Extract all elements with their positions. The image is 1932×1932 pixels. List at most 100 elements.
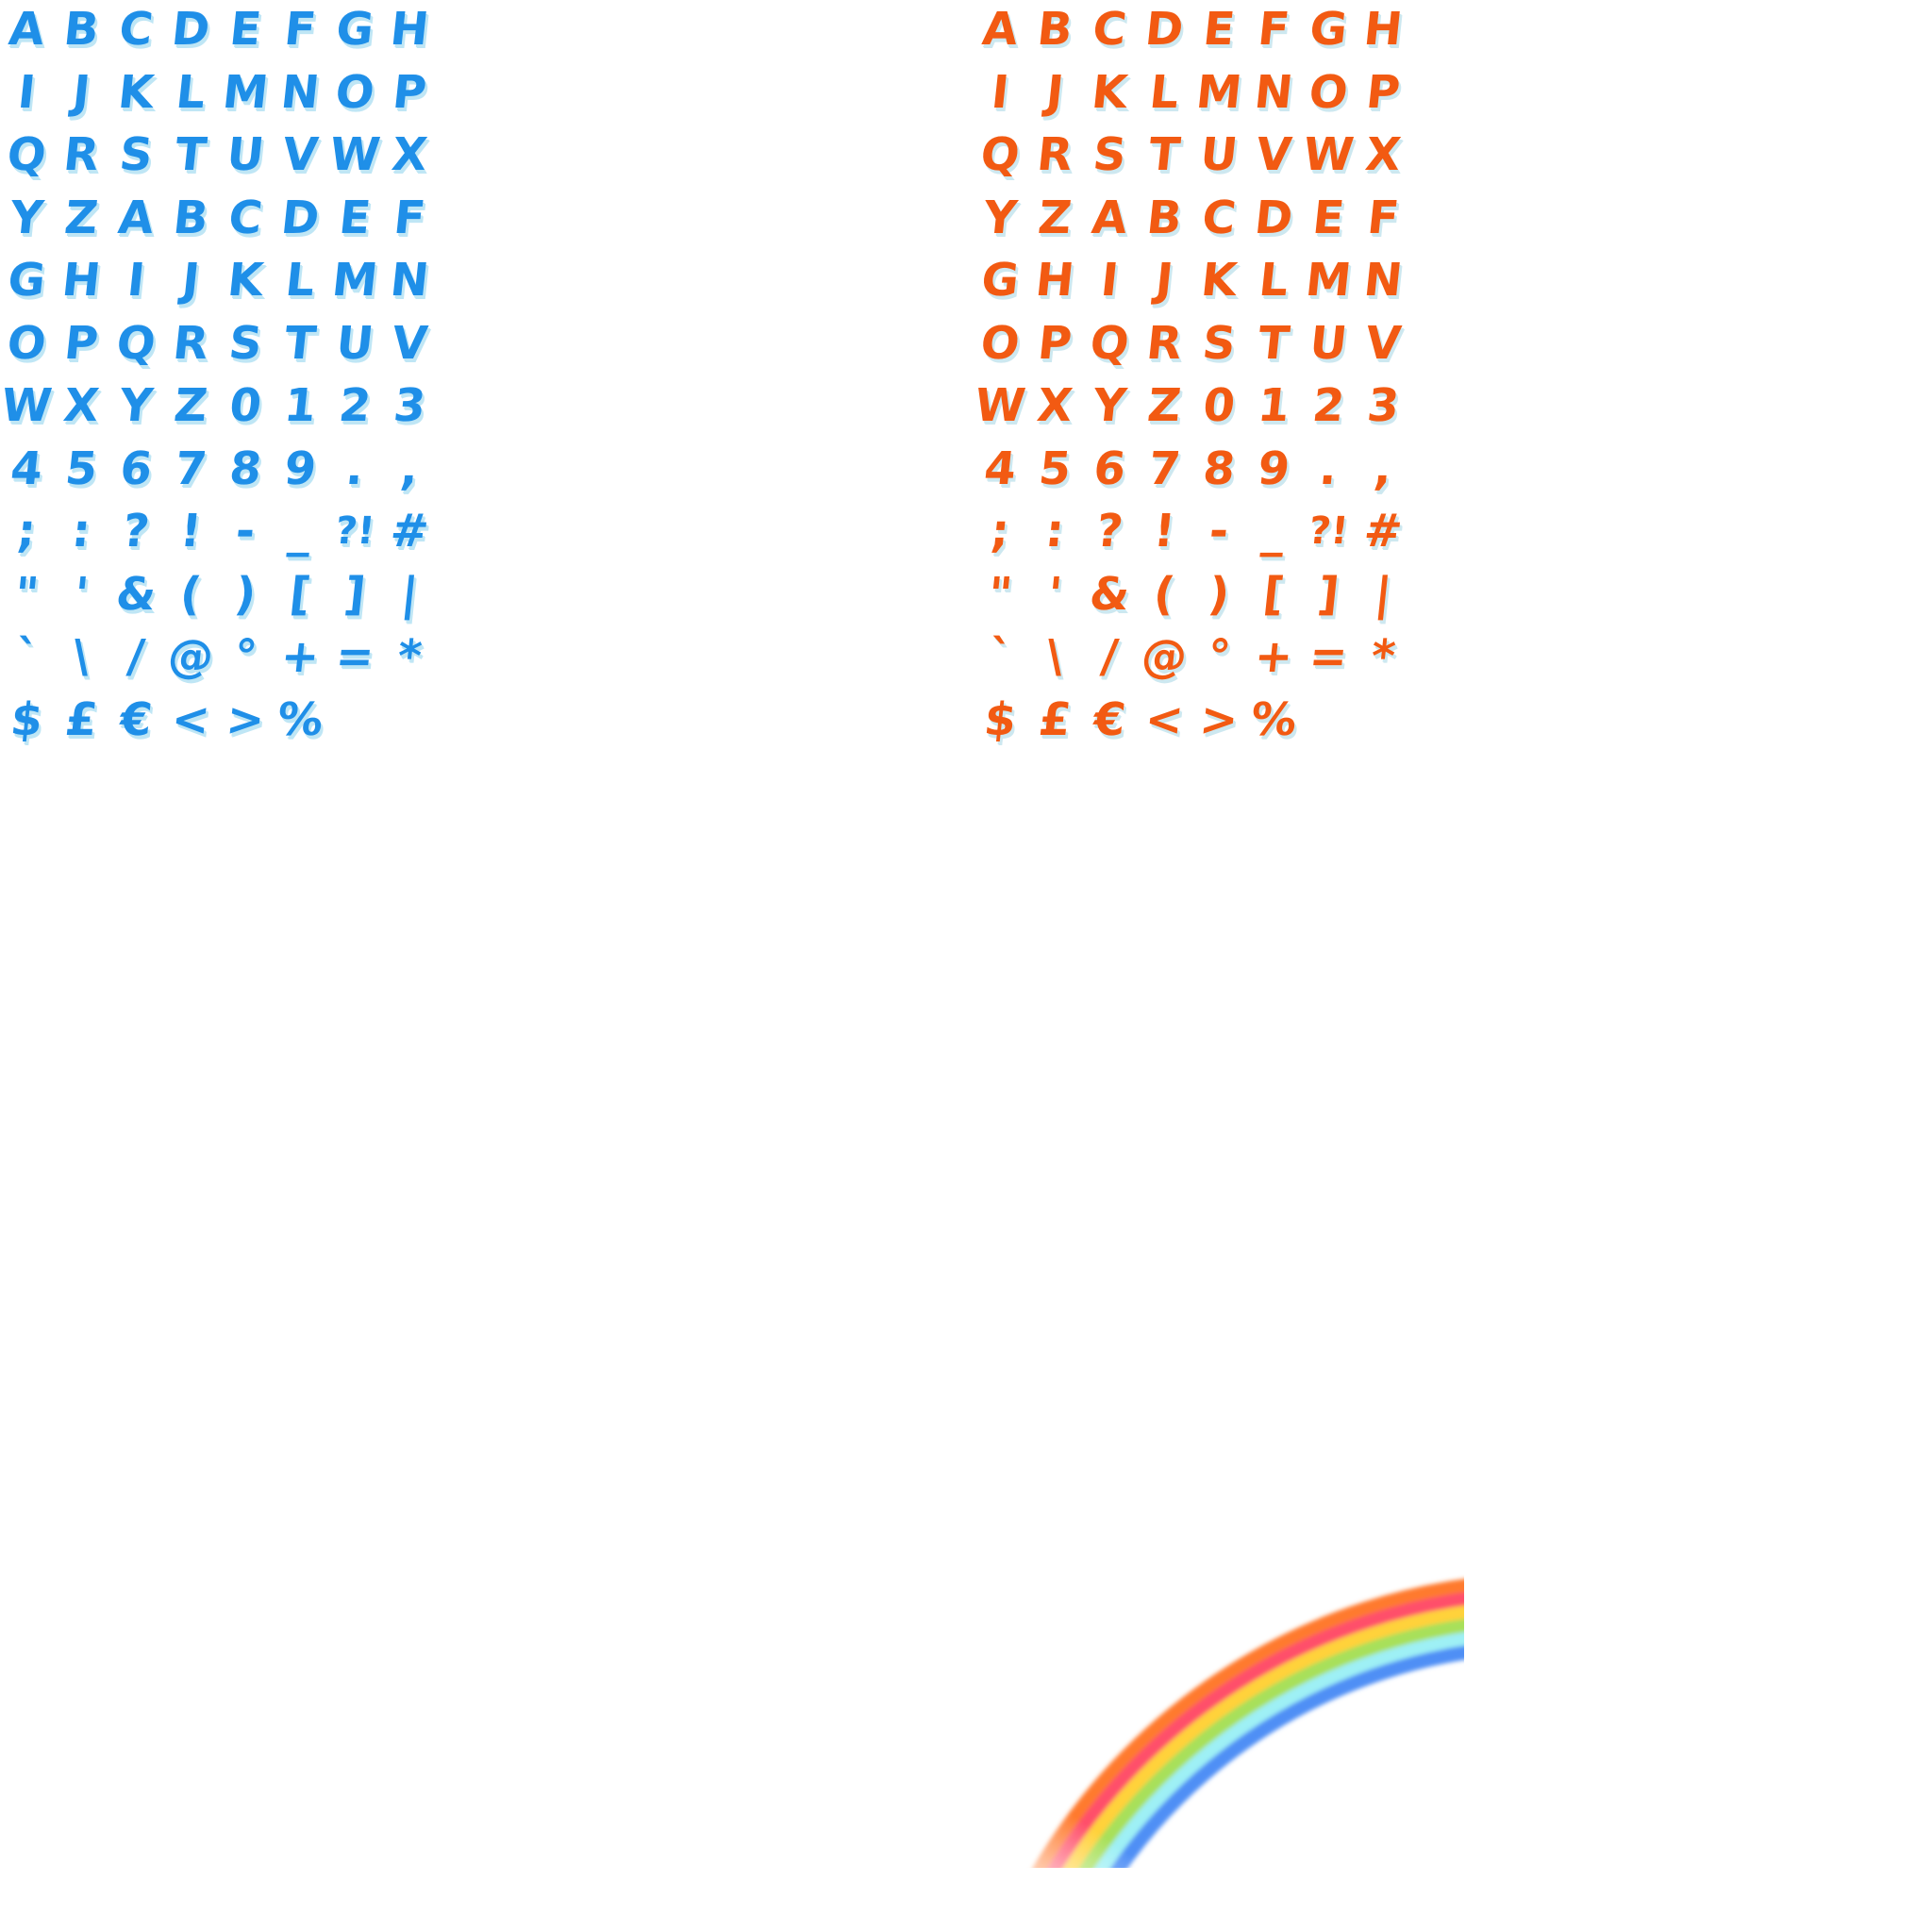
glyph-cell: E [336,192,374,244]
glyph-cell: " [11,568,42,621]
glyph-cell: N [1252,66,1296,119]
glyph-cell: N [278,66,323,119]
glyph-cell: + [1252,630,1296,683]
glyph-cell: | [1372,568,1394,621]
glyph-cell: T [281,317,319,370]
glyph-cell: : [69,505,93,558]
glyph-cell: < [1142,693,1187,746]
glyph-cell: ? [1093,505,1126,558]
glyph-cell: C [1090,3,1129,56]
glyph-cell: - [233,505,258,558]
glyph-cell: U [1307,317,1350,370]
glyph-cell: ; [14,505,39,558]
glyph-cell: S [225,317,265,370]
glyph-cell: / [125,630,147,683]
glyph-cell: F [1364,192,1402,244]
glyph-cell: ` [12,630,42,683]
glyph-row: $ £ € < >% [974,691,1426,753]
glyph-cell: 3 [1364,379,1402,432]
glyph-cell: _ [1259,505,1289,558]
glyph-cell: O [4,317,49,370]
glyph-cell: 3 [391,379,428,432]
glyph-cell: P [61,317,101,370]
glyph-cell: 9 [1255,442,1292,495]
glyph-cell: D [278,192,323,244]
glyph-cell: ! [1151,505,1178,558]
glyph-cell: T [1255,317,1292,370]
glyph-cell: Q [113,317,158,370]
glyph-cell: L [173,66,208,119]
glyph-cell: A [115,192,157,244]
glyph-cell: € [117,693,155,746]
glyph-cell: L [282,254,318,307]
glyph-cell: I [125,254,148,307]
rainbow-band [1063,1606,1464,1868]
glyph-cell: _ [286,505,315,558]
glyph-cell: . [343,442,367,495]
glyph-cell: K [1089,66,1130,119]
glyph-cell: J [70,66,93,119]
glyph-cell: @ [165,630,217,683]
glyph-row: $ £ € < >% [0,691,453,753]
glyph-cell: 2 [1309,379,1347,432]
glyph-cell: R [170,317,211,370]
glyph-cell: G [1307,3,1350,56]
glyph-cell: H [59,254,104,307]
glyph-cell: < [169,693,213,746]
glyph-cell: & [113,568,159,621]
glyph-cell: U [1197,128,1241,181]
glyph-cell: O [1306,66,1351,119]
glyph-cell: R [60,128,102,181]
glyph-row: ` \ / @ ° + = * [0,627,453,690]
glyph-cell: Z [171,379,210,432]
glyph-cell: ] [341,568,369,621]
glyph-cell: M [1303,254,1355,307]
glyph-cell: 0 [1200,379,1238,432]
glyph-cell: D [1252,192,1296,244]
glyph-cell: 1 [281,379,319,432]
glyph-cell: 5 [1036,442,1074,495]
glyph-cell: 8 [1200,442,1238,495]
glyph-cell: P [1035,317,1074,370]
glyph-cell: 8 [226,442,264,495]
glyph-cell: # [1361,505,1406,558]
glyph-cell: L [1256,254,1291,307]
glyph-cell: T [1145,128,1183,181]
glyph-cell: ] [1315,568,1342,621]
glyph-cell: ? [120,505,153,558]
glyph-row: ` \ / @ ° + = * [974,627,1426,690]
glyph-cell: T [172,128,209,181]
glyph-cell: Q [4,128,49,181]
glyph-cell: " [985,568,1015,621]
glyph-cell: ° [1205,630,1234,683]
glyph-cell: W [326,128,383,181]
glyph-cell: 0 [226,379,264,432]
glyph-cell: E [226,3,264,56]
glyph-cell: $ [8,693,45,746]
glyph-cell: R [1034,128,1075,181]
glyph-cell: B [1143,192,1185,244]
glyph-cell: \ [70,630,92,683]
glyph-cell: V [1362,317,1404,370]
glyph-cell: P [390,66,429,119]
glyph-cell: 7 [172,442,209,495]
glyph-cell: W [1300,128,1357,181]
glyph-cell: K [1198,254,1240,307]
glyph-cell: V [389,317,430,370]
glyph-cell: ' [1044,568,1065,621]
glyph-cell: £ [62,693,100,746]
glyph-cell: A [6,3,47,56]
glyph-cell: Z [61,192,101,244]
glyph-cell: 4 [981,442,1019,495]
glyph-cell: % [1248,693,1300,746]
glyph-cell: I [989,66,1012,119]
glyph-cell: E [1200,3,1238,56]
glyph-cell: I [1098,254,1122,307]
rainbow-band [1032,1578,1464,1868]
